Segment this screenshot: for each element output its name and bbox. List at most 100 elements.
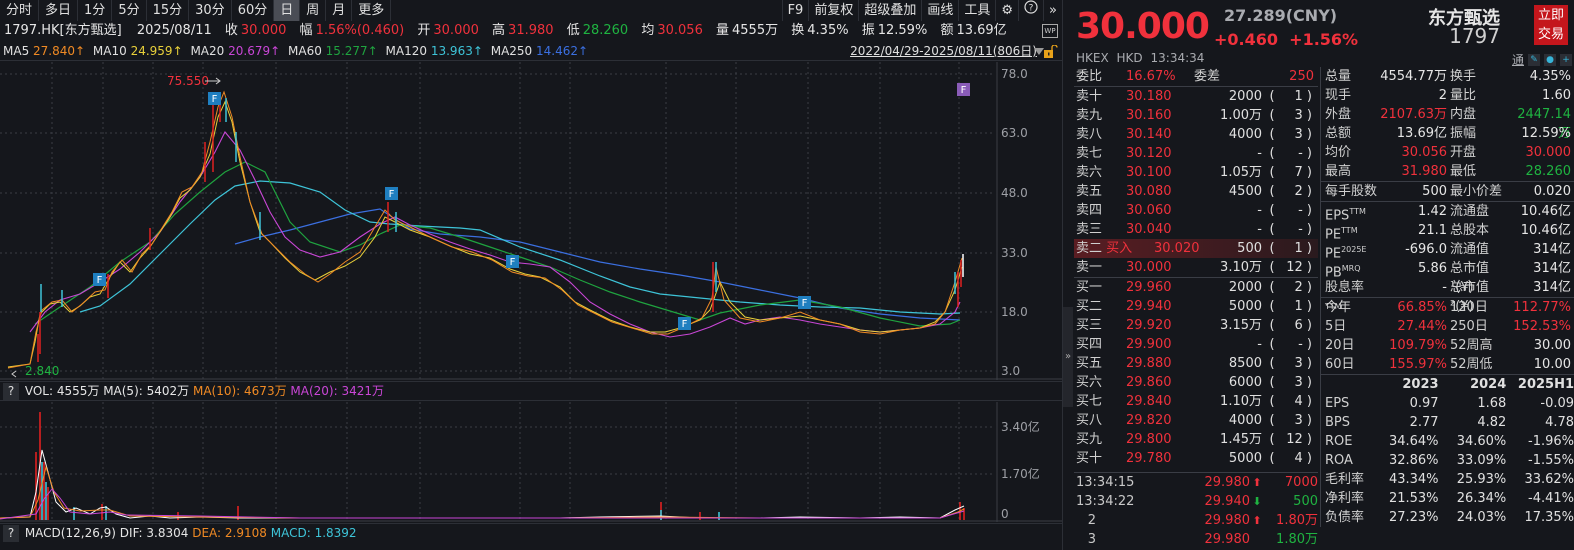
- financials-row: ROA 32.86% 33.09% -1.55%: [1321, 451, 1574, 470]
- tab-1min[interactable]: 1分: [78, 0, 113, 21]
- stat-value: 1.60: [1542, 88, 1571, 103]
- bell-icon[interactable]: ●: [1544, 53, 1556, 66]
- bid-level-row[interactable]: 买三 29.920 3.15万 (6 ): [1074, 316, 1318, 335]
- tab-weekly[interactable]: 周: [300, 0, 327, 21]
- bid-level-row[interactable]: 买四 29.900 -(- ): [1074, 335, 1318, 354]
- stat-label: 最高: [1325, 164, 1352, 179]
- tab-60min[interactable]: 60分: [232, 0, 275, 21]
- bid-volume: 5000: [1228, 299, 1262, 314]
- panel-divider[interactable]: [1062, 0, 1074, 550]
- ask-paren-open: (: [1269, 222, 1275, 237]
- ask-level-row[interactable]: 卖一 30.000 3.10万 (12 ): [1074, 258, 1318, 277]
- tick-price: 29.980: [1204, 513, 1251, 528]
- bid-levels: 买一 29.960 2000 (2 ) 买二 29.940 5000 (1 ) 买三 29.920…: [1074, 278, 1318, 468]
- bid-level-row[interactable]: 买十 29.780 5000 (4 ): [1074, 449, 1318, 468]
- ask-level-row[interactable]: 卖五 30.080 4500 (2 ): [1074, 182, 1318, 201]
- ask-level-label: 卖六: [1076, 165, 1103, 180]
- adjust-button[interactable]: 前复权: [808, 0, 858, 21]
- ask-level-row[interactable]: 卖九 30.160 1.00万 (3 ): [1074, 106, 1318, 125]
- draw-button[interactable]: 画线: [921, 0, 958, 21]
- vol-label: 量: [716, 23, 730, 38]
- ask-level-row[interactable]: 卖七 30.120 -(- ): [1074, 144, 1318, 163]
- ask-volume: 500: [1237, 241, 1262, 256]
- help-button[interactable]: ?: [3, 383, 19, 400]
- trade-now-button[interactable]: 立即交易: [1534, 5, 1568, 45]
- bid-level-row[interactable]: 买一 29.960 2000 (2 ): [1074, 278, 1318, 297]
- ask-level-label: 卖九: [1076, 108, 1103, 123]
- date-range-link[interactable]: 2022/04/29-2025/08/11(806日): [850, 44, 1037, 58]
- ask-level-row[interactable]: 卖六 30.100 1.05万 (7 ): [1074, 163, 1318, 182]
- gear-icon[interactable]: ⚙: [995, 0, 1018, 21]
- macd-dea: DEA: 2.9108: [192, 526, 267, 540]
- financials-row: 毛利率 43.34% 25.93% 33.62%: [1321, 470, 1574, 489]
- bid-level-row[interactable]: 买八 29.820 4000 (3 ): [1074, 411, 1318, 430]
- bid-level-row[interactable]: 买六 29.860 6000 (3 ): [1074, 373, 1318, 392]
- f9-button[interactable]: F9: [781, 0, 809, 21]
- overlay-button[interactable]: 超级叠加: [858, 0, 921, 21]
- svg-text:F: F: [802, 298, 808, 309]
- ask-level-row[interactable]: 卖二 买入 30.020 500 (1 ): [1074, 239, 1318, 258]
- stat-row: 20日 109.79% 52周高 30.00: [1321, 336, 1574, 355]
- bid-price: 29.840: [1126, 394, 1172, 409]
- tick-volume: 1.80万: [1276, 532, 1318, 547]
- tick-list: 13:34:15 29.980 ⬆ 7000 13:34:22 29.940 ⬇ 500 2 29…: [1074, 472, 1318, 549]
- stat-row: PETTM 21.1 总股本 10.46亿: [1321, 221, 1574, 242]
- tab-30min[interactable]: 30分: [189, 0, 232, 21]
- ask-level-row[interactable]: 卖四 30.060 -(- ): [1074, 201, 1318, 220]
- tick-row: 2 29.980 ⬆ 1.80万: [1074, 511, 1318, 530]
- stat-row: 现手 2 量比 1.60: [1321, 86, 1574, 105]
- bid-paren-open: (: [1269, 375, 1275, 390]
- collapse-panel-button[interactable]: »: [1063, 307, 1073, 407]
- tab-5min[interactable]: 5分: [112, 0, 147, 21]
- tab-more[interactable]: 更多: [352, 0, 392, 21]
- vol-value: 4555万: [732, 23, 779, 38]
- volume-chart[interactable]: 3.40亿 1.70亿 0: [0, 402, 1062, 522]
- bid-level-row[interactable]: 买九 29.800 1.45万 (12 ): [1074, 430, 1318, 449]
- tab-intraday[interactable]: 分时: [0, 0, 40, 21]
- bid-level-row[interactable]: 买二 29.940 5000 (1 ): [1074, 297, 1318, 316]
- ask-level-label: 卖一: [1076, 260, 1103, 275]
- ask-levels: 卖十 30.180 2000 (1 ) 卖九 30.160 1.00万 (3 ) 卖八 30.14…: [1074, 87, 1318, 277]
- help-button[interactable]: ?: [3, 525, 19, 542]
- kline-chart[interactable]: 78.0 63.0 48.0 33.0 18.0 3.0 75.550 2.840: [0, 62, 1062, 380]
- stat-label: 流通盘: [1450, 204, 1490, 219]
- ask-price: 30.120: [1126, 146, 1172, 161]
- help-icon[interactable]: ?: [1018, 0, 1043, 21]
- bid-level-label: 买二: [1076, 299, 1103, 314]
- wp-icon[interactable]: WP: [1042, 24, 1058, 38]
- double-chevron-right-icon[interactable]: »: [1043, 0, 1062, 21]
- bid-level-label: 买六: [1076, 375, 1103, 390]
- bid-count: 4 ): [1294, 451, 1312, 466]
- currency: HKD: [1116, 51, 1143, 65]
- tools-button[interactable]: 工具: [958, 0, 995, 21]
- exchange-info: HKEX HKD 13:34:34: [1076, 51, 1204, 65]
- bid-level-row[interactable]: 买七 29.840 1.10万 (4 ): [1074, 392, 1318, 411]
- range-dropdown-icon[interactable]: [1034, 48, 1044, 55]
- unlock-icon[interactable]: [1044, 44, 1058, 58]
- ask-level-label: 卖八: [1076, 127, 1103, 142]
- connect-link[interactable]: 通: [1511, 53, 1524, 67]
- bid-level-row[interactable]: 买五 29.880 8500 (3 ): [1074, 354, 1318, 373]
- stat-row: 均价 30.056 开盘 30.000: [1321, 143, 1574, 162]
- ask-level-row[interactable]: 卖十 30.180 2000 (1 ): [1074, 87, 1318, 106]
- fin-label: ROE: [1325, 434, 1353, 449]
- edit-icon[interactable]: ✎: [1528, 53, 1540, 66]
- fin-value: 34.64%: [1388, 434, 1439, 449]
- stat-label: 股息率TTM: [1325, 280, 1365, 311]
- tab-daily[interactable]: 日: [274, 0, 301, 21]
- bid-count: 3 ): [1294, 413, 1312, 428]
- stat-row: 外盘 2107.63万 内盘 2447.14万: [1321, 105, 1574, 141]
- wb-label: 委比: [1076, 69, 1103, 84]
- tab-15min[interactable]: 15分: [147, 0, 190, 21]
- fin-value: 21.53%: [1388, 491, 1439, 506]
- stat-row: 股息率TTM - 总市值²(¥) 314亿: [1321, 278, 1574, 314]
- tab-multiday[interactable]: 多日: [39, 0, 79, 21]
- stat-row: 最高 31.980 最低 28.260: [1321, 162, 1574, 181]
- ask-level-row[interactable]: 卖三 30.040 -(- ): [1074, 220, 1318, 239]
- tick-time: 2: [1087, 513, 1096, 528]
- fin-value: 34.60%: [1456, 434, 1507, 449]
- ma60-value: 15.277↑: [325, 44, 378, 58]
- tab-monthly[interactable]: 月: [326, 0, 353, 21]
- ask-level-row[interactable]: 卖八 30.140 4000 (3 ): [1074, 125, 1318, 144]
- plus-icon[interactable]: +: [1560, 53, 1572, 66]
